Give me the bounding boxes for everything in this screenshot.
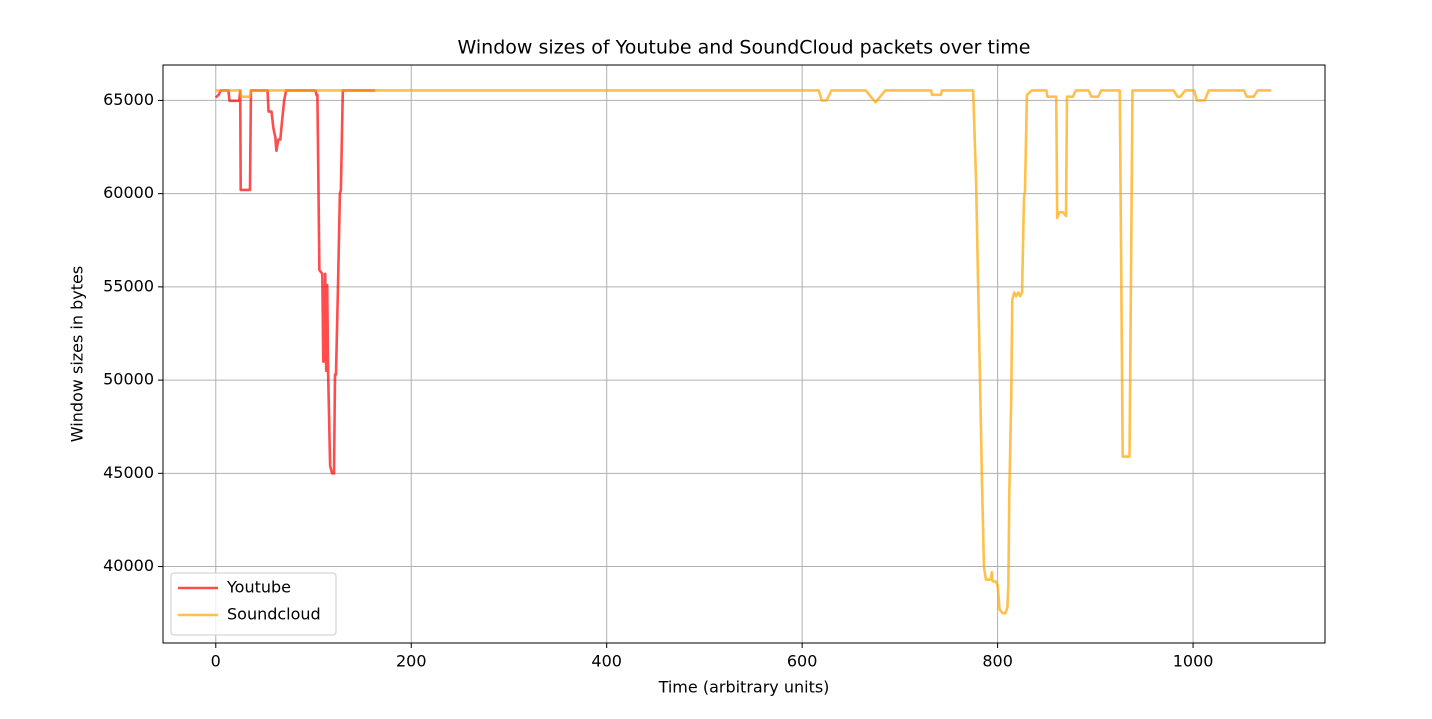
y-axis-label: Window sizes in bytes <box>68 266 87 442</box>
x-tick-label: 400 <box>591 652 622 671</box>
y-tick-label: 60000 <box>103 183 154 202</box>
legend-label: Youtube <box>226 578 291 597</box>
y-tick-label: 50000 <box>103 370 154 389</box>
line-series <box>214 89 376 475</box>
plot-frame <box>162 64 1326 644</box>
x-tick-label: 600 <box>787 652 818 671</box>
x-tick-label: 200 <box>396 652 427 671</box>
line-series <box>215 89 1272 615</box>
x-axis-label: Time (arbitrary units) <box>658 678 830 697</box>
y-tick-label: 40000 <box>103 556 154 575</box>
y-tick-label: 55000 <box>103 276 154 295</box>
y-tick-label: 65000 <box>103 90 154 109</box>
y-tick-label: 45000 <box>103 463 154 482</box>
x-tick-label: 1000 <box>1173 652 1214 671</box>
x-tick-label: 800 <box>982 652 1013 671</box>
legend-label: Soundcloud <box>227 605 321 624</box>
chart-title: Window sizes of Youtube and SoundCloud p… <box>458 37 1031 59</box>
legend: Youtube Soundcloud <box>170 572 337 636</box>
x-tick-label: 0 <box>211 652 221 671</box>
